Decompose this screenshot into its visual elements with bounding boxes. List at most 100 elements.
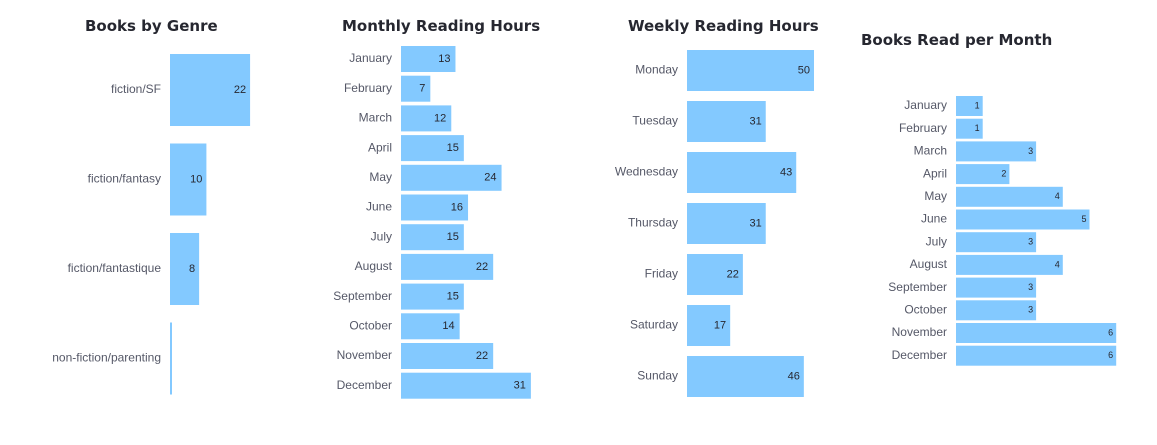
value-label: 31 — [749, 217, 761, 229]
bar[interactable] — [401, 224, 464, 251]
bar[interactable] — [401, 105, 452, 132]
value-label: 3 — [1028, 146, 1033, 156]
value-label: 10 — [190, 173, 202, 185]
bar[interactable] — [401, 75, 431, 102]
bar[interactable] — [687, 254, 743, 295]
value-label: 5 — [1081, 214, 1086, 224]
value-label: 15 — [447, 291, 459, 303]
bar[interactable] — [687, 305, 731, 346]
value-label: 4 — [1055, 191, 1060, 201]
category-label: September — [888, 280, 947, 294]
value-label: 6 — [1108, 350, 1113, 360]
value-label: 3 — [1028, 282, 1033, 292]
bar[interactable] — [956, 232, 1037, 253]
category-label: April — [923, 166, 947, 180]
bar[interactable] — [401, 253, 494, 280]
bar[interactable] — [687, 152, 797, 193]
value-label: 1 — [975, 100, 980, 110]
bar[interactable] — [956, 323, 1117, 343]
value-label: 7 — [419, 83, 425, 95]
bar[interactable] — [956, 141, 1037, 162]
bar[interactable] — [956, 209, 1090, 230]
value-label: 46 — [788, 370, 800, 382]
bar[interactable] — [401, 343, 494, 369]
value-label: 31 — [749, 115, 761, 127]
value-label: 8 — [189, 263, 195, 275]
bar[interactable] — [170, 54, 251, 126]
value-label: 3 — [1028, 305, 1033, 315]
bar[interactable] — [170, 322, 172, 395]
value-label: 13 — [438, 53, 450, 65]
category-label: December — [337, 378, 392, 392]
bar[interactable] — [401, 46, 456, 72]
value-label: 6 — [1108, 327, 1113, 337]
bar[interactable] — [170, 143, 207, 216]
category-label: January — [349, 51, 392, 65]
value-label: 15 — [447, 231, 459, 243]
category-label: October — [349, 318, 392, 332]
weekly-reading-hours-chart: Weekly Reading Hours Monday 50 Tuesday 31 We… — [615, 17, 819, 397]
value-label: 22 — [476, 261, 488, 273]
category-label: Saturday — [630, 318, 678, 332]
category-label: December — [892, 348, 947, 362]
bar[interactable] — [956, 345, 1117, 366]
value-label: 4 — [1055, 259, 1060, 269]
bar[interactable] — [956, 254, 1063, 275]
category-label: August — [355, 259, 393, 273]
category-label: fiction/fantastique — [68, 261, 162, 275]
category-label: non-fiction/parenting — [52, 351, 161, 365]
bar[interactable] — [956, 118, 983, 139]
category-label: May — [924, 189, 947, 203]
value-label: 22 — [727, 268, 739, 280]
bar[interactable] — [687, 101, 766, 142]
bar[interactable] — [401, 313, 460, 340]
category-label: September — [333, 289, 392, 303]
bar[interactable] — [956, 96, 983, 116]
value-label: 3 — [1028, 237, 1033, 247]
bar[interactable] — [687, 356, 804, 397]
bar[interactable] — [401, 372, 531, 399]
value-label: 22 — [234, 84, 246, 96]
bar[interactable] — [956, 186, 1063, 207]
bar[interactable] — [170, 233, 200, 305]
category-label: October — [904, 302, 947, 316]
category-label: July — [371, 229, 392, 243]
value-label: 22 — [476, 350, 488, 362]
category-label: Tuesday — [632, 114, 678, 128]
category-label: May — [369, 170, 392, 184]
value-label: 50 — [798, 64, 810, 76]
value-label: 43 — [780, 166, 792, 178]
bar[interactable] — [956, 300, 1037, 321]
category-label: Friday — [645, 267, 678, 281]
value-label: 1 — [975, 123, 980, 133]
category-label: July — [926, 234, 947, 248]
value-label: 16 — [451, 201, 463, 213]
bar[interactable] — [401, 135, 464, 162]
value-label: 2 — [1001, 168, 1006, 178]
bar[interactable] — [956, 164, 1010, 185]
value-label: 15 — [447, 142, 459, 154]
value-label: 12 — [434, 112, 446, 124]
category-label: February — [899, 121, 947, 135]
category-label: February — [344, 81, 392, 95]
chart-title: Books Read per Month — [861, 31, 1052, 49]
category-label: January — [904, 98, 947, 112]
value-label: 31 — [514, 380, 526, 392]
category-label: June — [921, 212, 947, 226]
category-label: Thursday — [628, 216, 678, 230]
value-label: 17 — [714, 319, 726, 331]
bar[interactable] — [401, 164, 502, 191]
bar[interactable] — [687, 50, 814, 91]
monthly-reading-hours-chart: Monthly Reading Hours January 13 February 7… — [333, 17, 540, 399]
value-label: 24 — [484, 172, 496, 184]
category-label: Wednesday — [615, 165, 678, 179]
books-by-genre-chart: Books by Genre fiction/SF 22 fiction/fanta… — [52, 17, 251, 395]
bar[interactable] — [687, 203, 766, 244]
books-read-per-month-chart: Books Read per Month January 1 February 1 Ma… — [861, 31, 1117, 366]
category-label: April — [368, 140, 392, 154]
category-label: November — [892, 325, 947, 339]
bar[interactable] — [401, 283, 464, 310]
category-label: Monday — [635, 63, 678, 77]
bar[interactable] — [401, 194, 469, 221]
bar[interactable] — [956, 277, 1037, 298]
